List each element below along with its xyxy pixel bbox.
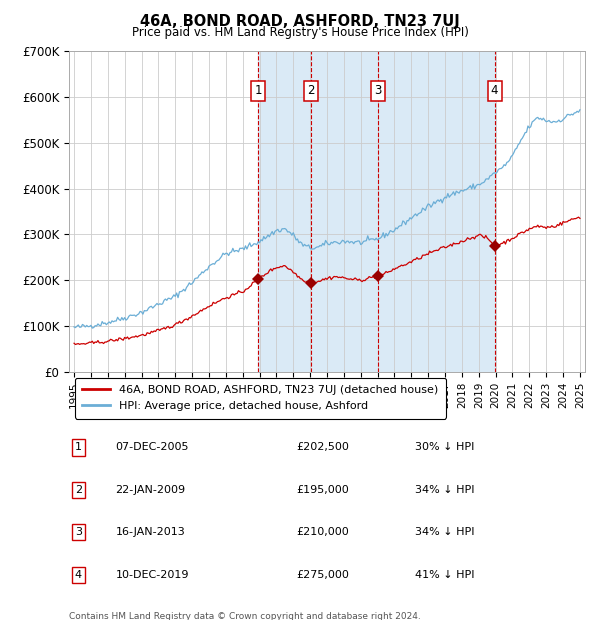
Text: 2: 2 [307, 84, 315, 97]
Text: 41% ↓ HPI: 41% ↓ HPI [415, 570, 474, 580]
Text: £210,000: £210,000 [296, 527, 349, 537]
Text: £202,500: £202,500 [296, 443, 349, 453]
Text: 07-DEC-2005: 07-DEC-2005 [115, 443, 189, 453]
Text: 30% ↓ HPI: 30% ↓ HPI [415, 443, 474, 453]
Text: 34% ↓ HPI: 34% ↓ HPI [415, 527, 474, 537]
Text: Price paid vs. HM Land Registry's House Price Index (HPI): Price paid vs. HM Land Registry's House … [131, 26, 469, 39]
Text: 4: 4 [75, 570, 82, 580]
Text: 46A, BOND ROAD, ASHFORD, TN23 7UJ: 46A, BOND ROAD, ASHFORD, TN23 7UJ [140, 14, 460, 29]
Text: 16-JAN-2013: 16-JAN-2013 [115, 527, 185, 537]
Text: 22-JAN-2009: 22-JAN-2009 [115, 485, 185, 495]
Text: 3: 3 [374, 84, 382, 97]
Text: 3: 3 [75, 527, 82, 537]
Bar [259, 51, 494, 372]
Legend: 46A, BOND ROAD, ASHFORD, TN23 7UJ (detached house), HPI: Average price, detached: 46A, BOND ROAD, ASHFORD, TN23 7UJ (detac… [74, 378, 446, 418]
Text: 2: 2 [75, 485, 82, 495]
Text: Contains HM Land Registry data © Crown copyright and database right 2024.: Contains HM Land Registry data © Crown c… [69, 613, 421, 620]
Text: 4: 4 [491, 84, 499, 97]
Text: 1: 1 [254, 84, 262, 97]
Text: 1: 1 [75, 443, 82, 453]
Text: £195,000: £195,000 [296, 485, 349, 495]
Text: 34% ↓ HPI: 34% ↓ HPI [415, 485, 474, 495]
Text: 10-DEC-2019: 10-DEC-2019 [115, 570, 189, 580]
Text: £275,000: £275,000 [296, 570, 349, 580]
